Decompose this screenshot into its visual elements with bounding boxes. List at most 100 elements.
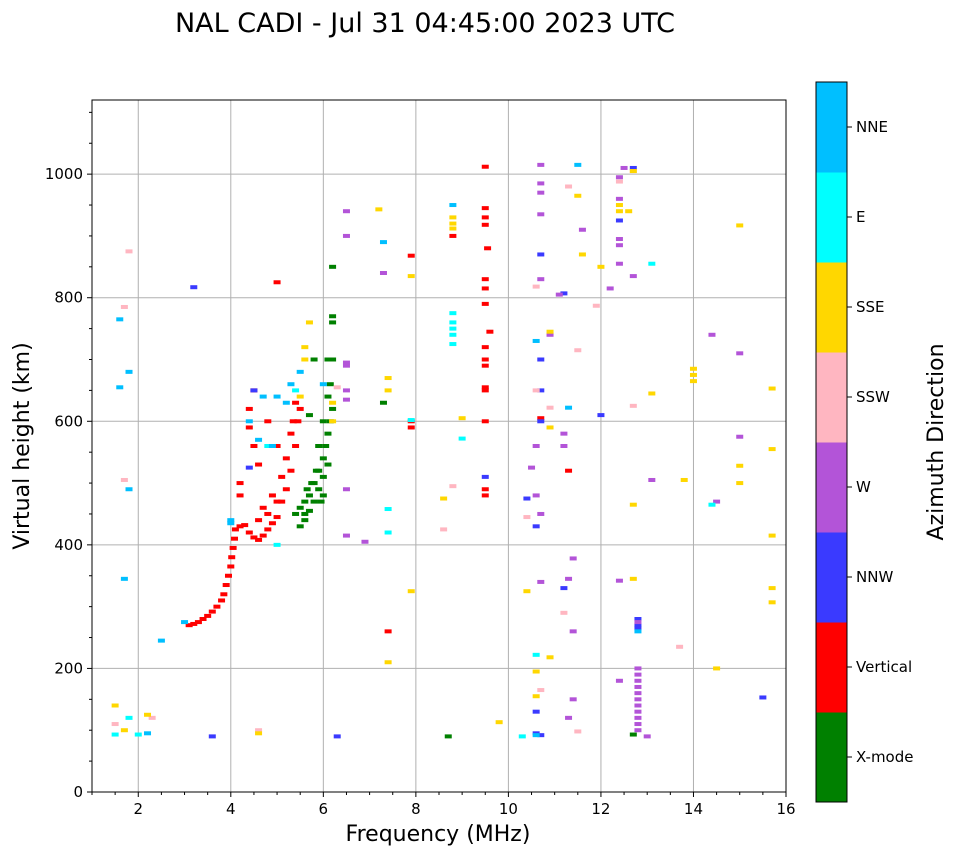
colorbar-label-vertical: Vertical (856, 658, 912, 676)
point-e (384, 530, 392, 535)
point-e (273, 542, 281, 547)
point-vertical (255, 518, 263, 523)
point-x-mode (301, 499, 309, 504)
x-tick-label: 8 (411, 800, 421, 818)
point-w (648, 477, 656, 482)
point-x-mode (324, 462, 332, 467)
point-w (713, 499, 721, 504)
point-sse (384, 660, 392, 665)
point-nnw (634, 626, 642, 631)
point-nne (296, 369, 304, 374)
point-nne (181, 620, 189, 625)
point-x-mode (319, 493, 327, 498)
point-w (342, 363, 350, 368)
point-vertical (565, 468, 573, 473)
point-ssw (120, 304, 128, 309)
point-vertical (481, 493, 489, 498)
point-nne (245, 419, 253, 424)
point-vertical (481, 388, 489, 393)
point-vertical (227, 564, 235, 569)
point-sse (301, 357, 309, 362)
point-sse (736, 481, 744, 486)
point-vertical (282, 456, 290, 461)
point-vertical (287, 468, 295, 473)
point-vertical (264, 511, 272, 516)
point-vertical (204, 613, 212, 618)
point-sse (689, 366, 697, 371)
point-sse (736, 223, 744, 228)
point-vertical (222, 583, 230, 588)
point-e (708, 502, 716, 507)
point-ssw (532, 388, 540, 393)
point-vertical (268, 493, 276, 498)
point-ssw (449, 484, 457, 489)
point-sse (120, 728, 128, 733)
point-ssw (592, 303, 600, 308)
point-vertical (231, 527, 239, 532)
colorbar-label-nnw: NNW (856, 568, 893, 586)
point-e (458, 436, 466, 441)
point-ssw (125, 249, 133, 254)
point-vertical (264, 527, 272, 532)
point-w (708, 332, 716, 337)
point-w (537, 277, 545, 282)
point-sse (546, 329, 554, 334)
point-e (449, 311, 457, 316)
point-vertical (208, 609, 216, 614)
point-sse (768, 586, 776, 591)
point-w (361, 539, 369, 544)
point-sse (301, 345, 309, 350)
point-sse (329, 419, 337, 424)
x-axis-ticks: 2 4 6 8 10 12 14 16 (91, 792, 796, 818)
point-vertical (194, 620, 202, 625)
colorbar-label-nne: NNE (856, 118, 888, 136)
point-vertical (229, 545, 237, 550)
point-nnw (560, 291, 568, 296)
point-nne (116, 317, 124, 322)
point-x-mode (303, 487, 311, 492)
point-vertical (259, 533, 267, 538)
point-e (125, 715, 133, 720)
point-nnw (208, 734, 216, 739)
point-nne (287, 382, 295, 387)
point-w (615, 243, 623, 248)
colorbar-segment (816, 82, 847, 173)
point-sse (574, 193, 582, 198)
point-sse (532, 669, 540, 674)
point-x-mode (312, 468, 320, 473)
point-sse (329, 400, 337, 405)
point-sse (407, 274, 415, 279)
point-x-mode (305, 413, 313, 418)
x-tick-label: 6 (319, 800, 329, 818)
point-w (615, 261, 623, 266)
y-tick-label: 1000 (45, 165, 83, 183)
colorbar-label-ssw: SSW (856, 388, 890, 406)
point-sse (736, 463, 744, 468)
point-vertical (213, 604, 221, 609)
point-nne (255, 437, 263, 442)
point-vertical (278, 499, 286, 504)
point-w (634, 703, 642, 708)
point-w (537, 190, 545, 195)
point-x-mode (329, 264, 337, 269)
point-w (615, 175, 623, 180)
point-w (379, 271, 387, 275)
point-sse (407, 589, 415, 594)
point-w (565, 715, 573, 720)
point-vertical (481, 286, 489, 291)
point-vertical (449, 233, 457, 238)
point-x-mode (329, 357, 337, 362)
point-w (342, 487, 350, 492)
point-ssw (537, 688, 545, 693)
point-vertical (218, 598, 226, 603)
point-x-mode (324, 394, 332, 399)
point-vertical (292, 400, 300, 405)
point-vertical (481, 206, 489, 211)
point-w (560, 431, 568, 436)
point-sse (768, 533, 776, 538)
point-sse (768, 386, 776, 391)
point-nne (125, 487, 133, 492)
y-tick-label: 0 (73, 783, 83, 801)
point-w (565, 576, 573, 581)
point-sse (523, 589, 531, 594)
